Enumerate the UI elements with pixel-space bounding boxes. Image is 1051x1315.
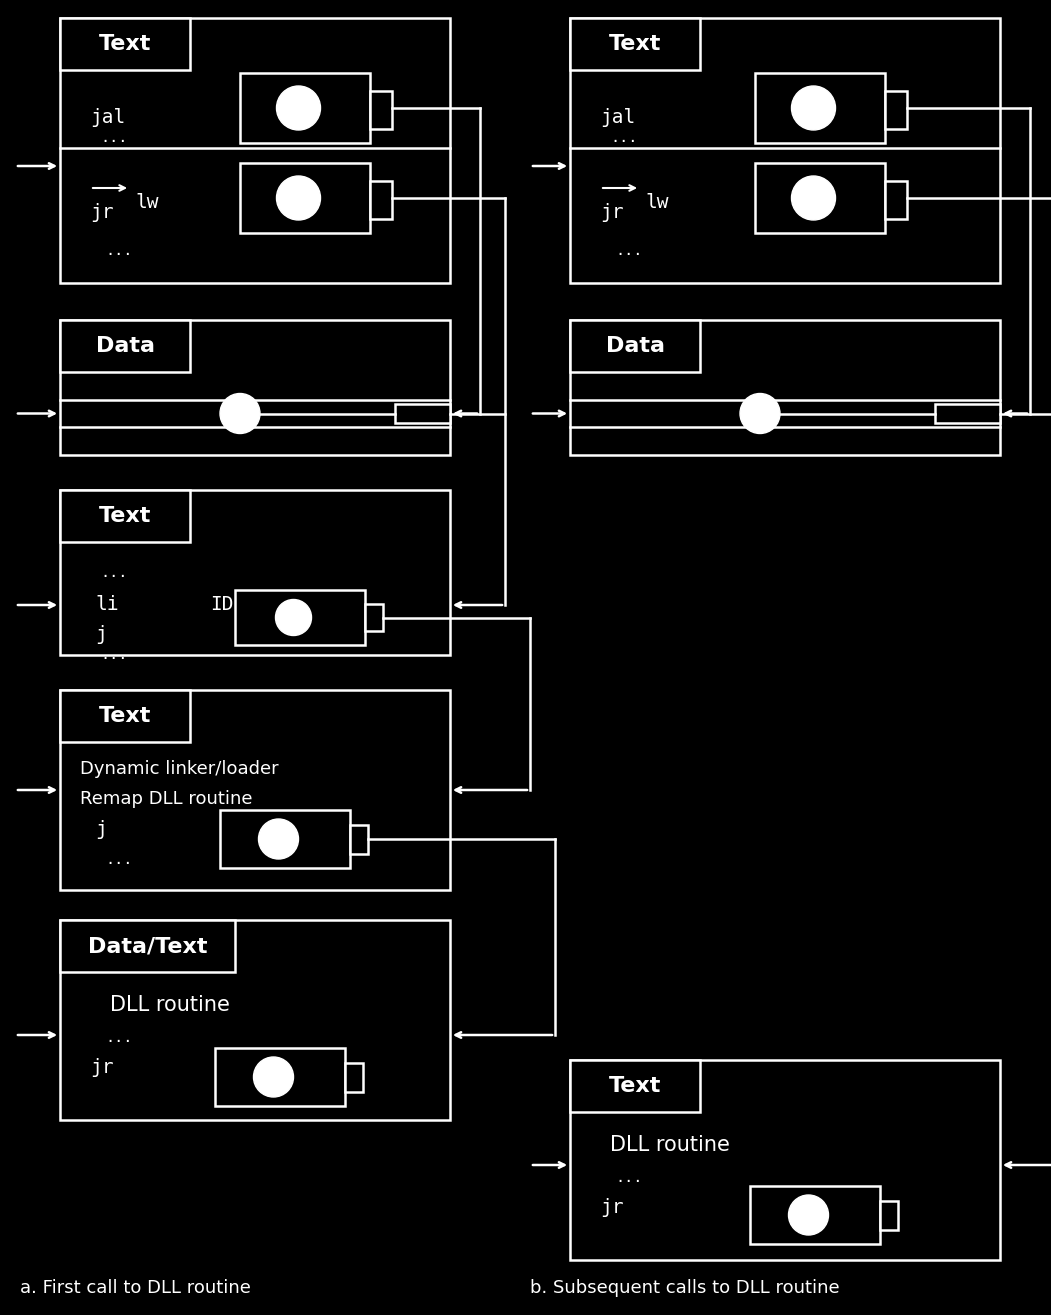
Bar [220,810,350,868]
Bar [60,490,190,542]
Bar [570,320,1000,455]
Circle shape [220,393,260,434]
Text: DLL routine: DLL routine [610,1135,729,1155]
Bar [365,604,383,631]
Bar [60,690,190,742]
Text: ...: ... [105,243,132,258]
Text: Text: Text [99,706,151,726]
Bar [60,920,235,972]
Text: ...: ... [105,852,132,867]
Text: li: li [95,594,119,614]
Text: a. First call to DLL routine: a. First call to DLL routine [20,1279,251,1297]
Bar [60,320,190,372]
Text: Text: Text [609,34,661,54]
Text: ...: ... [100,647,127,661]
Circle shape [788,1195,828,1235]
Text: DLL routine: DLL routine [110,995,230,1015]
Bar [350,825,368,853]
Text: jr: jr [600,203,623,222]
Bar [570,1060,1000,1260]
Text: Data/Text: Data/Text [87,936,207,956]
Bar [60,920,450,1120]
Circle shape [253,1057,293,1097]
Bar [215,1048,345,1106]
Text: Text: Text [99,34,151,54]
Text: lw: lw [645,192,668,212]
Bar [570,18,700,70]
Text: Remap DLL routine: Remap DLL routine [80,790,252,807]
Bar [880,1201,898,1230]
Bar [755,74,885,143]
Text: ...: ... [100,130,127,145]
Text: j: j [95,821,107,839]
Bar [60,690,450,890]
Text: ID: ID [210,594,233,614]
Bar [60,18,450,283]
Text: Text: Text [99,506,151,526]
Text: jr: jr [90,1059,114,1077]
Bar [570,320,700,372]
Bar [60,490,450,655]
Circle shape [275,600,311,635]
Text: Dynamic linker/loader: Dynamic linker/loader [80,760,279,778]
Bar [570,1060,700,1112]
Circle shape [791,85,836,130]
Bar [370,180,392,218]
Circle shape [276,176,321,220]
Text: Data: Data [605,337,664,356]
Text: ...: ... [100,565,127,580]
Bar [750,1186,880,1244]
Bar [395,404,450,423]
Bar [885,91,907,129]
Text: ...: ... [615,243,642,258]
Circle shape [276,85,321,130]
Text: j: j [95,625,107,644]
Text: jal: jal [600,108,635,128]
Bar [60,320,450,455]
Bar [755,163,885,233]
Text: ...: ... [615,1170,642,1185]
Text: lw: lw [135,192,159,212]
Text: Text: Text [609,1076,661,1095]
Text: ...: ... [105,1030,132,1045]
Circle shape [791,176,836,220]
Circle shape [740,393,780,434]
Text: Data: Data [96,337,154,356]
Bar [240,74,370,143]
Bar [370,91,392,129]
Bar [885,180,907,218]
Bar [935,404,1000,423]
Text: jal: jal [90,108,125,128]
Bar [570,18,1000,283]
Text: ...: ... [610,130,637,145]
Bar [240,163,370,233]
Bar [60,18,190,70]
Bar [345,1063,363,1091]
Text: b. Subsequent calls to DLL routine: b. Subsequent calls to DLL routine [530,1279,840,1297]
Bar [235,590,365,644]
Text: jr: jr [600,1198,623,1216]
Text: jr: jr [90,203,114,222]
Circle shape [259,819,298,859]
